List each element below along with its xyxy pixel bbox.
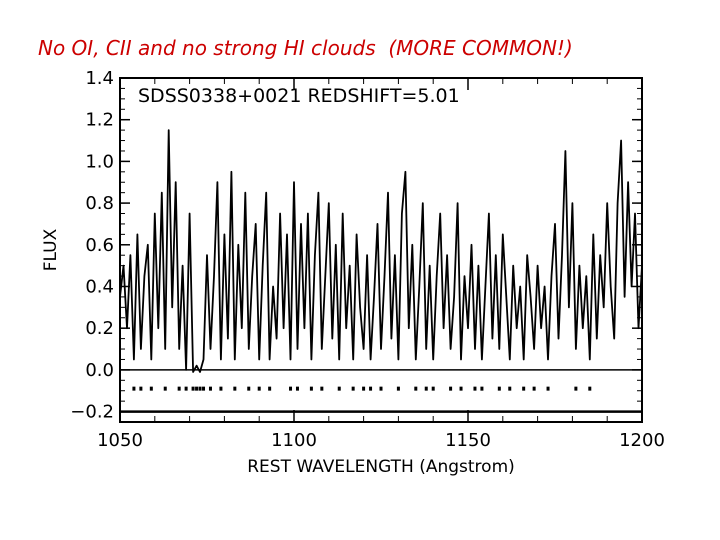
x-tick-label: 1200 (619, 430, 665, 451)
x-axis-ticks: 1050 1100 1150 1200 (97, 78, 665, 451)
y-tick-label: 0.0 (85, 360, 114, 381)
x-tick-label: 1050 (97, 430, 143, 451)
plot-frame (119, 77, 643, 423)
residual-group (120, 386, 642, 413)
y-tick-label: 1.0 (85, 151, 114, 172)
y-tick-label: 0.4 (85, 276, 114, 297)
series-line-flux (119, 129, 643, 373)
x-axis-label: REST WAVELENGTH (Angstrom) (247, 457, 515, 477)
y-tick-label: 0.8 (85, 193, 114, 214)
y-axis-label: FLUX (41, 228, 61, 271)
y-tick-label: 0.2 (85, 318, 114, 339)
x-tick-label: 1100 (271, 430, 317, 451)
plot-frame-group (119, 77, 643, 423)
y-tick-label: 0.6 (85, 235, 114, 256)
slide-title: No OI, CII and no strong HI clouds (MORE… (38, 36, 573, 60)
y-tick-label: 1.4 (85, 68, 114, 89)
chart-inset-label: SDSS0338+0021 REDSHIFT=5.01 (138, 85, 460, 107)
x-tick-label: 1150 (445, 430, 491, 451)
series-group (119, 129, 643, 373)
y-axis-ticks: −0.2 0.0 0.2 0.4 0.6 0.8 1.0 1.2 1.4 (70, 68, 642, 423)
y-tick-label: 1.2 (85, 110, 114, 131)
y-tick-label: −0.2 (70, 402, 114, 423)
